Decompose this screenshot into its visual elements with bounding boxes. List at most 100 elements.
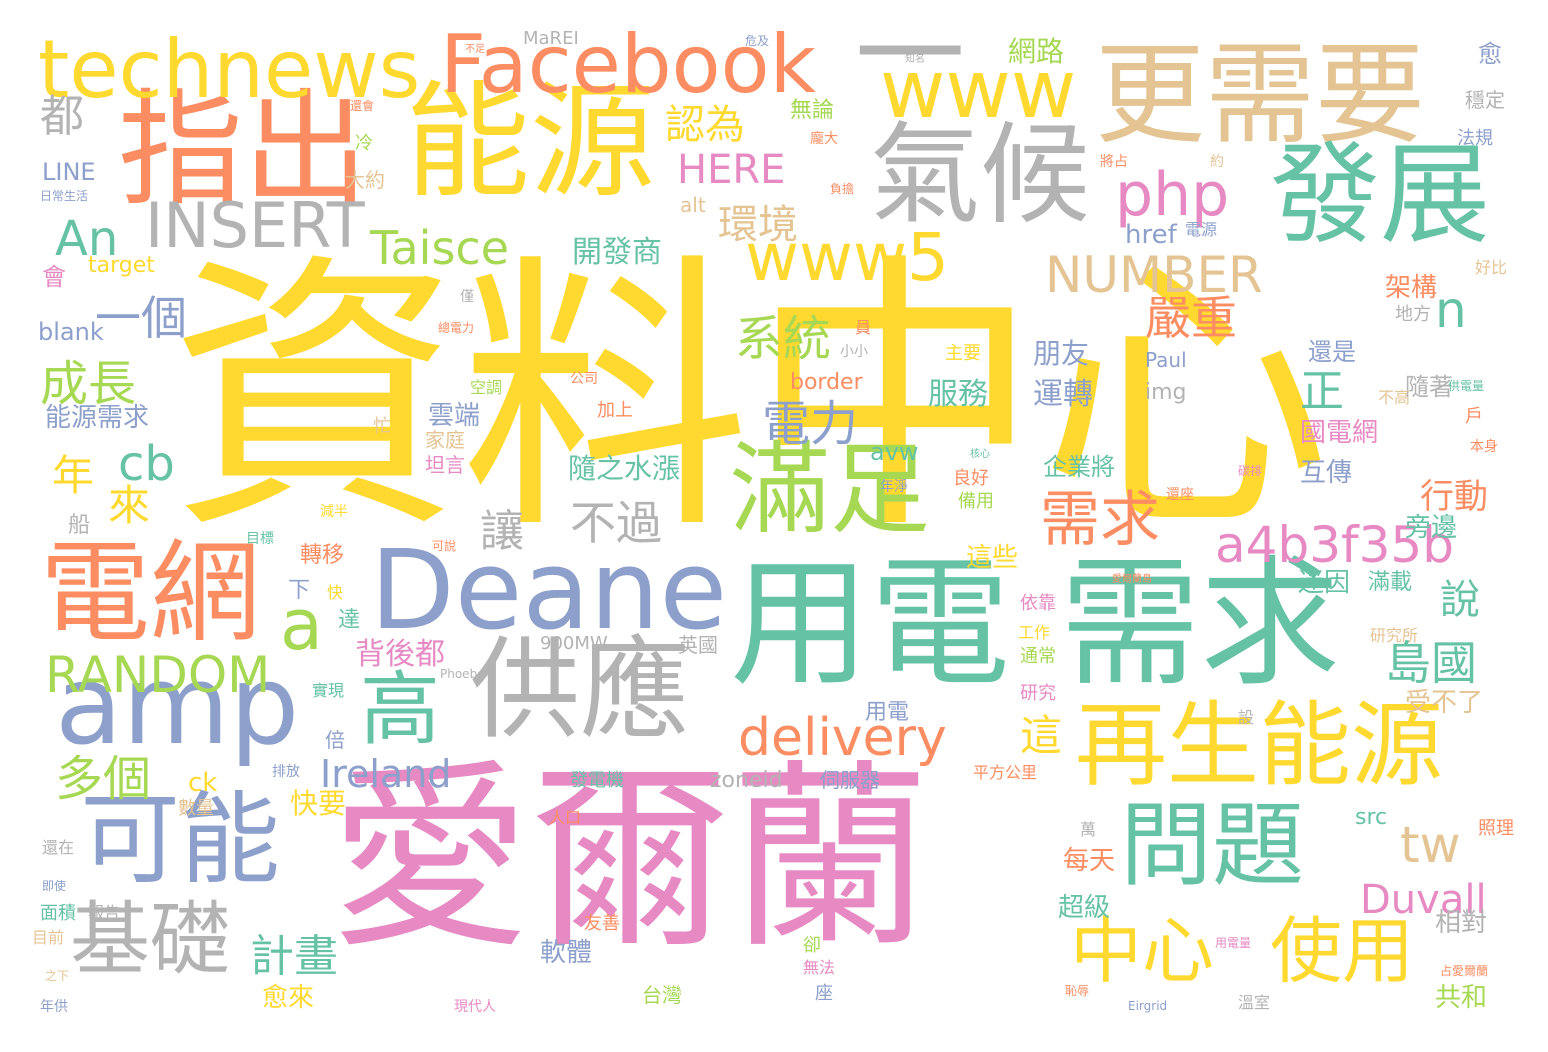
- cloud-word: 可能: [80, 781, 280, 898]
- cloud-word: 好比: [1475, 258, 1508, 277]
- cloud-word: 穩定: [1465, 88, 1505, 112]
- cloud-word: 英國: [678, 633, 718, 657]
- cloud-word: 核心: [970, 449, 990, 460]
- cloud-word: 主要: [945, 343, 981, 364]
- cloud-word: 快: [327, 583, 344, 602]
- cloud-word: 用電: [865, 700, 910, 725]
- cloud-word: avw: [870, 438, 919, 466]
- cloud-word: Taisce: [370, 221, 510, 275]
- cloud-word: 人口: [549, 808, 582, 827]
- cloud-word: 雲端: [428, 401, 481, 431]
- cloud-word: Duvall: [1360, 877, 1487, 923]
- cloud-word: 行動: [1420, 477, 1488, 517]
- cloud-word: 員: [855, 318, 872, 337]
- cloud-word: zoneid: [710, 768, 783, 793]
- cloud-word: LINE: [42, 158, 96, 186]
- cloud-word: 照理: [1478, 818, 1514, 839]
- cloud-word: delivery: [738, 708, 947, 768]
- cloud-word: Ireland: [320, 752, 452, 796]
- cloud-word: 年淨: [880, 479, 908, 495]
- cloud-word: 這: [1020, 711, 1063, 760]
- cloud-word: 受不了: [1405, 688, 1484, 718]
- cloud-word: 公司: [570, 371, 598, 387]
- cloud-word: www5: [745, 219, 949, 296]
- cloud-word: Paul: [1145, 348, 1187, 372]
- cloud-word: 還座: [1166, 487, 1194, 503]
- cloud-word: 占愛爾蘭: [1440, 964, 1489, 978]
- cloud-word: 供應: [470, 626, 690, 754]
- cloud-word: 忙: [373, 416, 391, 437]
- cloud-word: 資料中心: [170, 231, 1330, 568]
- cloud-word: 法規: [1457, 128, 1493, 149]
- cloud-word: 大約: [345, 168, 385, 192]
- cloud-word: 來: [108, 481, 151, 530]
- cloud-word: 高: [360, 663, 440, 756]
- cloud-word: 台灣: [642, 983, 682, 1007]
- cloud-word: 這些: [966, 543, 1019, 573]
- cloud-word: 依靠: [1020, 593, 1056, 614]
- cloud-word: 負擔: [830, 182, 855, 196]
- cloud-word: 每天: [1063, 846, 1116, 876]
- cloud-word: 迷因: [1298, 568, 1351, 598]
- cloud-word: 備用: [958, 491, 994, 512]
- cloud-word: 僅: [460, 289, 474, 305]
- cloud-word: INSERT: [145, 189, 365, 262]
- cloud-word: 目前: [32, 928, 65, 947]
- cloud-word: 卻: [803, 935, 821, 956]
- cloud-word: 使用: [1270, 909, 1415, 993]
- cloud-word: Phoebe: [440, 667, 485, 681]
- cloud-word: amp: [55, 641, 300, 769]
- cloud-word: 排放: [272, 764, 300, 780]
- cloud-word: 島國: [1385, 636, 1477, 690]
- cloud-word: php: [1115, 160, 1230, 230]
- cloud-word: 開發商: [572, 235, 662, 270]
- cloud-word: 供電量: [1448, 379, 1485, 393]
- cloud-word: 旁邊: [1405, 513, 1458, 543]
- cloud-word: 一: [855, 0, 965, 119]
- cloud-word: target: [88, 253, 155, 278]
- cloud-word: 報告: [88, 903, 121, 922]
- cloud-word: 研究: [1020, 683, 1056, 704]
- cloud-word: 基礎: [70, 893, 230, 986]
- cloud-word: 氣候: [870, 111, 1090, 239]
- cloud-word: 目標: [246, 531, 274, 547]
- cloud-word: 倍: [325, 728, 345, 752]
- cloud-word: 伺服器: [820, 768, 880, 792]
- cloud-word: 現代人: [454, 999, 496, 1015]
- cloud-word: 互傳: [1300, 458, 1353, 488]
- cloud-word: 滿足: [730, 431, 930, 548]
- cloud-word: 座: [815, 983, 833, 1004]
- cloud-word: 冷: [355, 133, 373, 154]
- cloud-word: href: [1125, 220, 1177, 250]
- cloud-word: 還會: [350, 99, 375, 113]
- cloud-word: 計畫: [250, 931, 338, 982]
- cloud-word: 恥辱: [1065, 984, 1090, 998]
- cloud-word: a: [280, 584, 323, 666]
- cloud-word: Facebook: [440, 18, 816, 111]
- cloud-word: 知名: [905, 54, 925, 65]
- cloud-word: 轉移: [300, 543, 345, 568]
- cloud-word: 家庭: [425, 428, 465, 452]
- cloud-word: 能源需求: [45, 403, 150, 433]
- cloud-word: NUMBER: [1045, 246, 1263, 304]
- cloud-word: An: [55, 211, 119, 267]
- cloud-word: 無論: [790, 98, 835, 123]
- cloud-word: 萬: [1080, 820, 1097, 839]
- cloud-word: 發展: [1270, 131, 1490, 259]
- cloud-word: 船: [68, 513, 91, 538]
- cloud-word: 加上: [597, 400, 633, 421]
- cloud-word: Eirgrid: [1128, 999, 1168, 1013]
- cloud-word: 朋友: [1033, 337, 1090, 370]
- cloud-word: 數量: [178, 798, 214, 819]
- cloud-word: alt: [680, 193, 706, 217]
- cloud-word: 愈: [1478, 40, 1502, 68]
- cloud-word: 服務: [928, 377, 988, 412]
- cloud-word: 運轉: [1033, 377, 1093, 412]
- cloud-word: technews: [38, 23, 421, 116]
- cloud-word: 碳排: [1238, 464, 1263, 478]
- cloud-word: 正: [1300, 366, 1344, 417]
- cloud-word: 即使: [42, 879, 67, 893]
- cloud-word: 危及: [745, 34, 770, 48]
- cloud-word: 需求: [1040, 485, 1160, 555]
